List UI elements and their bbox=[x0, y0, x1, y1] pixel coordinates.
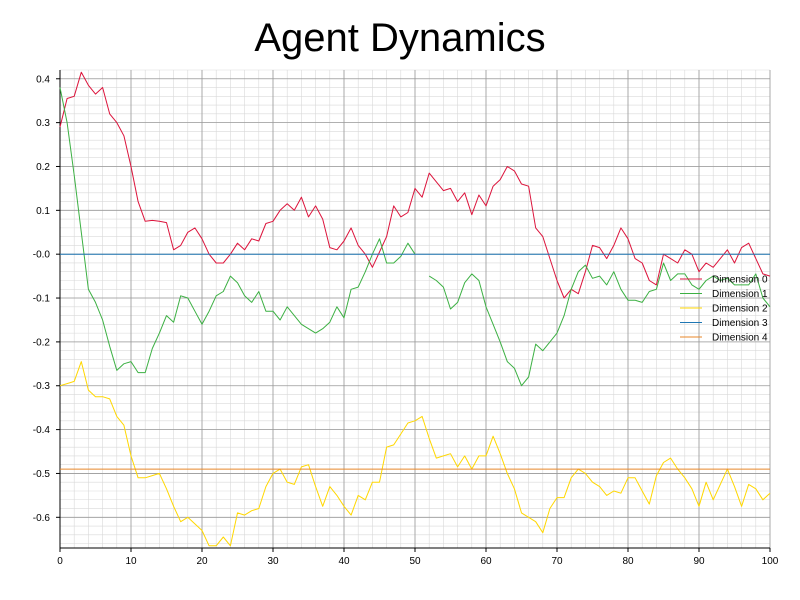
x-tick-label: 50 bbox=[409, 556, 421, 567]
y-tick-label: 0.3 bbox=[36, 118, 50, 129]
y-tick-label: 0.1 bbox=[36, 206, 50, 217]
legend-label-0: Dimension 0 bbox=[712, 275, 768, 286]
legend-label-4: Dimension 4 bbox=[712, 333, 768, 344]
x-tick-label: 90 bbox=[693, 556, 705, 567]
x-tick-label: 100 bbox=[762, 556, 779, 567]
x-tick-label: 40 bbox=[338, 556, 350, 567]
legend-label-3: Dimension 3 bbox=[712, 318, 768, 329]
series-line-0 bbox=[59, 71, 771, 299]
y-tick-label: -0.2 bbox=[33, 337, 51, 348]
y-tick-label: 0.4 bbox=[36, 74, 50, 85]
x-tick-label: 20 bbox=[196, 556, 208, 567]
x-tick-label: 70 bbox=[551, 556, 563, 567]
y-tick-label: -0.1 bbox=[33, 294, 51, 305]
y-tick-label: 0.2 bbox=[36, 162, 50, 173]
x-tick-label: 30 bbox=[267, 556, 279, 567]
chart-title: Agent Dynamics bbox=[254, 16, 546, 60]
x-tick-label: 60 bbox=[480, 556, 492, 567]
series-line-2 bbox=[59, 361, 771, 547]
y-tick-label: -0.4 bbox=[33, 425, 51, 436]
x-tick-label: 80 bbox=[622, 556, 634, 567]
series-line-1 bbox=[59, 87, 771, 387]
y-tick-label: -0.3 bbox=[33, 381, 51, 392]
y-tick-label: -0.6 bbox=[33, 513, 51, 524]
y-tick-label: -0.0 bbox=[33, 250, 51, 261]
x-tick-label: 10 bbox=[125, 556, 137, 567]
y-tick-label: -0.5 bbox=[33, 469, 51, 480]
x-tick-label: 0 bbox=[57, 556, 63, 567]
legend-label-2: Dimension 2 bbox=[712, 304, 768, 315]
legend-label-1: Dimension 1 bbox=[712, 289, 768, 300]
